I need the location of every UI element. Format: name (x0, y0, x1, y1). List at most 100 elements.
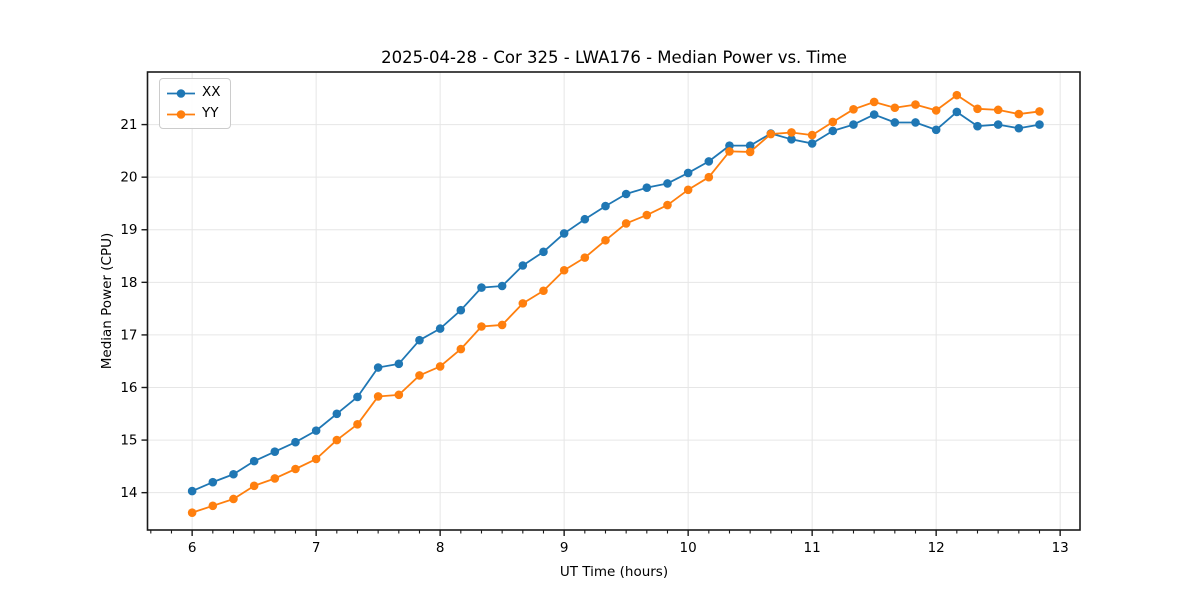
series-XX-point (208, 477, 218, 487)
series-YY-point (869, 97, 879, 107)
series-XX-point (993, 120, 1003, 129)
series-XX-point (559, 229, 569, 238)
legend-entry-XX: XX (167, 83, 221, 103)
series-XX-point (869, 110, 879, 119)
series-YY-point (332, 435, 342, 445)
series-XX-point (931, 125, 941, 135)
series-XX-point (435, 324, 445, 333)
series-YY-point (890, 103, 900, 113)
y-tick-label: 20 (120, 170, 137, 186)
series-XX-point (373, 363, 383, 372)
series-YY-point (394, 390, 404, 400)
series-YY-point (580, 253, 590, 262)
series-YY-point (249, 481, 259, 491)
series-XX-point (394, 359, 404, 369)
series-YY-point (704, 172, 714, 182)
y-tick-label: 16 (120, 380, 137, 396)
series-YY-point (353, 420, 362, 429)
series-XX-point (807, 139, 817, 148)
y-tick-label: 15 (120, 433, 137, 449)
series-XX-point (353, 392, 362, 402)
series-YY-point (663, 200, 672, 210)
x-tick-label: 12 (928, 540, 945, 556)
series-YY-point (208, 501, 218, 511)
series-YY-point (270, 474, 280, 483)
x-tick-label: 11 (804, 540, 821, 556)
series-XX-point (911, 118, 920, 127)
series-XX-line (191, 111, 1040, 492)
series-YY-point (621, 219, 631, 228)
legend-marker-icon (167, 109, 195, 119)
legend-label: YY (202, 105, 219, 122)
series-XX-point (249, 456, 259, 466)
series-XX-point (890, 118, 900, 127)
series-YY-point (766, 129, 776, 139)
series-XX-point (642, 183, 652, 192)
series-XX-point (952, 107, 962, 117)
series-XX-point (663, 179, 672, 188)
series-YY-point (187, 508, 197, 517)
series-YY-point (683, 185, 693, 195)
x-tick-label: 6 (188, 540, 197, 556)
x-tick-label: 7 (312, 540, 321, 556)
series-YY-point (745, 147, 755, 157)
series-XX-point (683, 168, 693, 178)
series-YY-point (1035, 107, 1044, 116)
series-YY-point (725, 147, 734, 156)
series-XX-point (270, 447, 280, 456)
series-XX-point (497, 281, 507, 291)
series-YY-point (973, 104, 982, 114)
series-YY-point (456, 344, 466, 354)
x-tick-label: 9 (560, 540, 569, 556)
series-XX-point (291, 437, 300, 447)
x-tick-label: 13 (1052, 540, 1069, 556)
series-XX-point (973, 121, 982, 131)
series-YY-point (518, 299, 528, 308)
series-YY-point (497, 320, 507, 330)
series-YY-point (477, 322, 486, 331)
series-XX-point (415, 335, 424, 345)
series-XX-point (849, 120, 858, 129)
series-YY-point (415, 371, 424, 380)
y-axis-label: Median Power (CPU) (99, 232, 115, 370)
series-YY-point (952, 90, 962, 100)
series-YY-point (435, 362, 445, 371)
series-XX-point (311, 426, 321, 435)
series-YY-point (1014, 109, 1024, 119)
series-XX-point (828, 126, 838, 136)
legend-dot-icon (176, 88, 186, 98)
series-XX-point (704, 157, 714, 166)
series-XX-point (518, 261, 528, 270)
series-YY-point (931, 106, 941, 115)
series-XX-point (621, 189, 631, 199)
series-XX-point (1014, 123, 1024, 133)
series-YY-point (601, 235, 610, 245)
series-YY-point (229, 494, 238, 504)
y-tick-label: 14 (120, 485, 137, 501)
x-axis-label: UT Time (hours) (559, 564, 669, 580)
series-YY-point (373, 392, 383, 401)
series-XX-point (229, 469, 238, 479)
x-tick-label: 8 (436, 540, 445, 556)
legend-entry-YY: YY (167, 104, 221, 124)
series-XX-point (456, 305, 466, 315)
series-YY-point (311, 454, 321, 464)
legend-dot-icon (176, 109, 186, 119)
series-YY-point (291, 464, 300, 474)
series-XX-point (1035, 120, 1044, 129)
series-YY-point (539, 286, 548, 296)
legend: XX YY (159, 78, 231, 129)
x-tick-label: 10 (680, 540, 697, 556)
y-tick-label: 19 (120, 222, 137, 238)
y-tick-label: 18 (120, 275, 137, 291)
series-XX-point (580, 214, 590, 224)
series-YY-point (993, 105, 1003, 115)
series-YY-point (911, 100, 920, 109)
plot-border (146, 71, 1081, 531)
series-XX-point (477, 283, 486, 292)
y-tick-label: 17 (120, 327, 137, 343)
series-YY-point (828, 117, 838, 127)
series-YY-point (559, 265, 569, 275)
